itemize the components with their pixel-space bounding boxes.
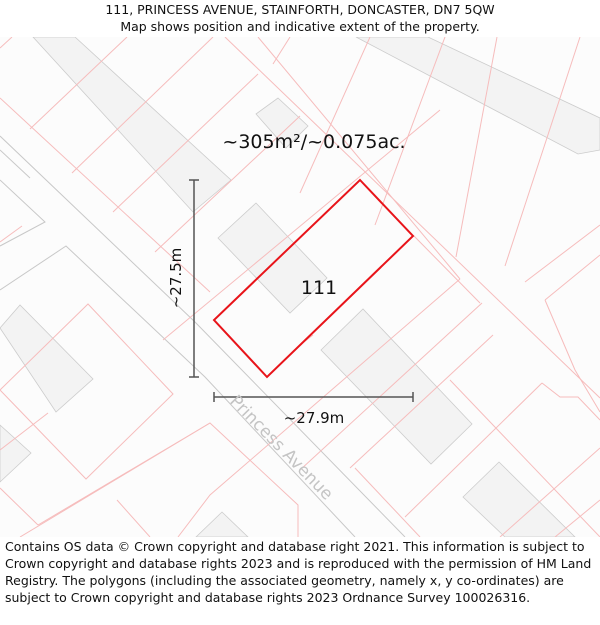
building bbox=[255, 97, 309, 149]
building bbox=[0, 424, 32, 483]
area-label: ~305m²/~0.075ac. bbox=[222, 131, 405, 153]
building bbox=[217, 202, 328, 314]
building bbox=[195, 511, 249, 537]
map-subtitle: Map shows position and indicative extent… bbox=[120, 19, 480, 34]
width-measure-line bbox=[213, 392, 414, 402]
buildings bbox=[0, 37, 600, 537]
parcel-boundaries bbox=[0, 37, 600, 537]
height-measure-line bbox=[189, 179, 199, 378]
building bbox=[32, 37, 232, 213]
building bbox=[0, 304, 94, 413]
plot-number-label: 111 bbox=[301, 277, 337, 299]
building bbox=[320, 308, 473, 465]
copyright-notice: Contains OS data © Crown copyright and d… bbox=[5, 539, 592, 605]
map-header: 111, PRINCESS AVENUE, STAINFORTH, DONCAS… bbox=[0, 0, 600, 37]
property-address: 111, PRINCESS AVENUE, STAINFORTH, DONCAS… bbox=[105, 2, 495, 17]
road-edges bbox=[0, 135, 406, 537]
building bbox=[462, 461, 576, 537]
property-boundary[interactable] bbox=[212, 178, 415, 379]
property-map[interactable]: Princess Avenue ~305m²/~0.075ac. 111 ~27… bbox=[0, 37, 600, 537]
height-measure-label: ~27.5m bbox=[167, 248, 185, 309]
width-measure-label: ~27.9m bbox=[284, 409, 345, 427]
building bbox=[355, 37, 600, 155]
